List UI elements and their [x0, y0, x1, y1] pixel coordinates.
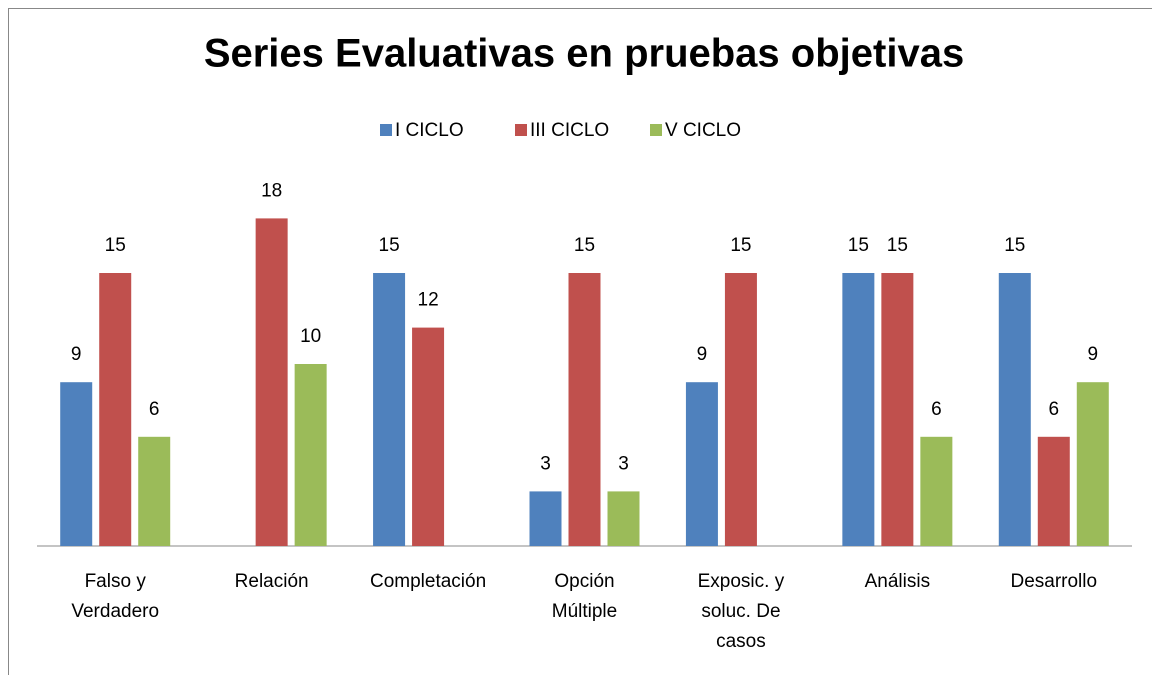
bar	[529, 491, 562, 546]
bar	[685, 382, 718, 546]
bar	[998, 273, 1031, 546]
data-label: 9	[71, 344, 82, 365]
x-tick-label: Opción Múltiple	[551, 571, 618, 622]
legend-label: I CICLO	[395, 120, 464, 141]
data-label: 15	[105, 235, 126, 256]
data-label: 6	[1048, 399, 1059, 420]
x-tick-label: Relación	[234, 571, 309, 592]
bar	[373, 273, 406, 546]
legend-swatch	[515, 124, 527, 136]
data-label: 3	[618, 453, 629, 474]
data-label: 10	[300, 326, 321, 347]
legend-label: III CICLO	[530, 120, 609, 141]
data-label: 12	[418, 290, 439, 311]
bar	[920, 436, 953, 546]
chart-title: Series Evaluativas en pruebas objetivas	[204, 32, 964, 76]
bar	[842, 273, 875, 546]
data-label: 18	[261, 180, 282, 201]
x-tick-label: Análisis	[864, 571, 931, 592]
data-label: 9	[697, 344, 708, 365]
bar	[1076, 382, 1109, 546]
data-label: 15	[1004, 235, 1025, 256]
bar	[412, 327, 445, 546]
bar	[255, 218, 288, 546]
legend-label: V CICLO	[665, 120, 741, 141]
bar	[568, 273, 601, 546]
data-label: 15	[848, 235, 869, 256]
bar	[138, 436, 171, 546]
legend-swatch	[650, 124, 662, 136]
bar	[294, 364, 327, 546]
bar	[99, 273, 132, 546]
bar	[1037, 436, 1070, 546]
data-label: 9	[1087, 344, 1098, 365]
x-tick-label: Desarrollo	[1010, 571, 1098, 592]
bar	[724, 273, 757, 546]
legend-swatch	[380, 124, 392, 136]
bar	[607, 491, 640, 546]
x-tick-label: Completación	[369, 571, 487, 592]
data-label: 15	[379, 235, 400, 256]
data-label: 15	[574, 235, 595, 256]
data-label: 15	[887, 235, 908, 256]
data-label: 6	[931, 399, 942, 420]
bar	[60, 382, 93, 546]
x-tick-label: Exposic. y soluc. De casos	[697, 571, 785, 652]
data-label: 3	[540, 453, 551, 474]
data-label: 15	[730, 235, 751, 256]
x-tick-label: Falso y Verdadero	[71, 571, 160, 622]
bar	[881, 273, 914, 546]
data-label: 6	[149, 399, 160, 420]
